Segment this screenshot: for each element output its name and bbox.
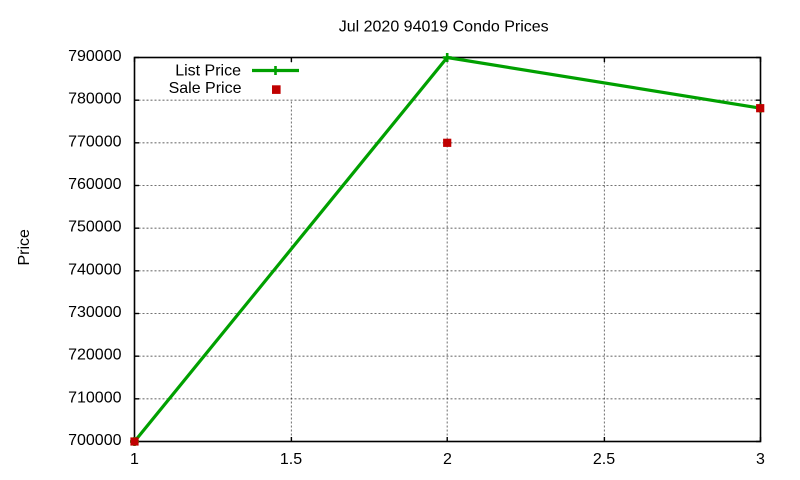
svg-text:710000: 710000 — [68, 389, 121, 406]
svg-text:770000: 770000 — [68, 133, 121, 150]
svg-text:2.5: 2.5 — [593, 451, 615, 468]
svg-text:Price: Price — [16, 229, 33, 266]
svg-text:740000: 740000 — [68, 261, 121, 278]
svg-text:Sale Price: Sale Price — [169, 80, 242, 97]
svg-text:730000: 730000 — [68, 304, 121, 321]
svg-text:700000: 700000 — [68, 432, 121, 449]
svg-text:Jul 2020 94019 Condo Prices: Jul 2020 94019 Condo Prices — [339, 19, 549, 36]
svg-text:760000: 760000 — [68, 176, 121, 193]
svg-text:3: 3 — [756, 451, 765, 468]
svg-text:2: 2 — [443, 451, 452, 468]
svg-text:720000: 720000 — [68, 347, 121, 364]
svg-text:1: 1 — [130, 451, 139, 468]
svg-text:780000: 780000 — [68, 91, 121, 108]
svg-text:750000: 750000 — [68, 219, 121, 236]
svg-text:List Price: List Price — [175, 63, 241, 80]
svg-text:790000: 790000 — [68, 48, 121, 65]
svg-text:1.5: 1.5 — [280, 451, 302, 468]
